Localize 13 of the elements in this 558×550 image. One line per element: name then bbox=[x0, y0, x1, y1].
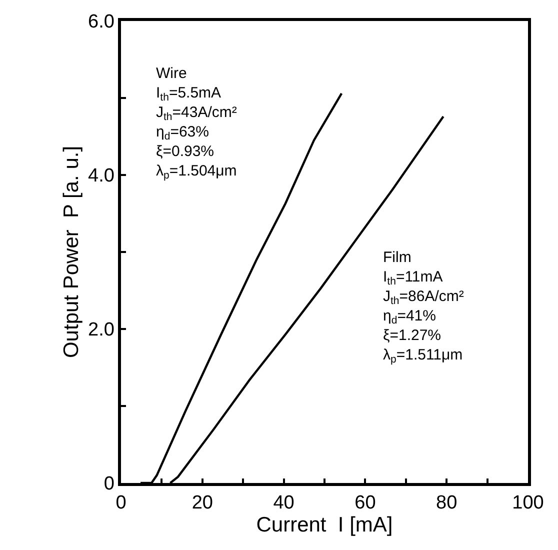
y-tick-label: 6.0 bbox=[88, 12, 114, 33]
text: Wire I$_{th}$=5.5mA J$_{th}$=43A/cm² η$_{d}$=63% ξ=0.93% λ$_{p}$=1.504μm bbox=[156, 65, 237, 182]
x-tick-label: 40 bbox=[273, 492, 294, 514]
x-tick-label: 20 bbox=[192, 492, 213, 514]
text: Film I$_{th}$=11mA J$_{th}$=86A/cm² η$_{d}$=41% ξ=1.27% λ$_{p}$=1.511μm bbox=[383, 249, 464, 366]
x-tick-label: 80 bbox=[436, 492, 458, 514]
y-tick-label: 4.0 bbox=[88, 166, 114, 187]
x-tick-label: 60 bbox=[354, 492, 376, 514]
y-axis-title: Output Power P [a. u.] bbox=[60, 146, 84, 358]
y-tick-label: 2.0 bbox=[88, 320, 114, 341]
x-axis-title: Current I [mA] bbox=[256, 514, 393, 537]
y-tick-label: 0 bbox=[104, 474, 114, 495]
x-tick-label: 100 bbox=[512, 492, 544, 514]
